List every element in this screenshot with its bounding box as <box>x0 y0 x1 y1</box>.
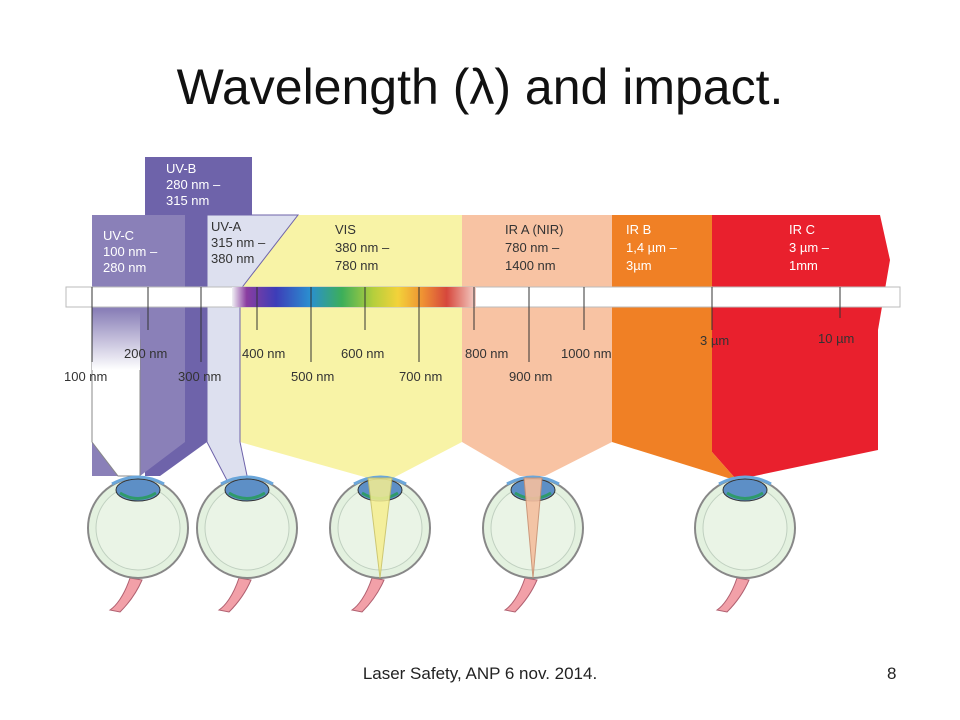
scale-ticks <box>91 287 841 362</box>
tick-label-200nm: 200 nm <box>124 346 167 361</box>
tick-label-10um: 10 µm <box>818 331 854 346</box>
irc-range-end: 1mm <box>789 258 818 273</box>
band-irc <box>712 215 890 478</box>
eye-irb-irc <box>694 475 796 613</box>
uva-range-start: 315 nm – <box>211 235 266 250</box>
eye-visible <box>329 475 431 613</box>
irb-label: IR B <box>626 222 651 237</box>
ira-range-start: 780 nm – <box>505 240 560 255</box>
slide-number: 8 <box>887 664 897 683</box>
scale-bar <box>65 286 901 308</box>
uvc-label: UV-C <box>103 228 134 243</box>
uvc-range-end: 280 nm <box>103 260 146 275</box>
tick-label-800nm: 800 nm <box>465 346 508 361</box>
visible-rainbow <box>232 287 476 307</box>
irb-range-start: 1,4 µm – <box>626 240 678 255</box>
uva-range-end: 380 nm <box>211 251 254 266</box>
uvc-fade <box>92 310 140 370</box>
uvb-range-start: 280 nm – <box>166 177 221 192</box>
tick-label-500nm: 500 nm <box>291 369 334 384</box>
band-ira <box>462 215 612 476</box>
band-irb <box>612 215 735 478</box>
eye-uvb-uva <box>196 475 298 613</box>
tick-label-3um: 3 µm <box>700 333 729 348</box>
uvc-range-start: 100 nm – <box>103 244 158 259</box>
uva-label: UV-A <box>211 219 242 234</box>
tick-label-700nm: 700 nm <box>399 369 442 384</box>
slide-title: Wavelength (λ) and impact. <box>176 59 784 115</box>
band-uva <box>206 214 300 491</box>
irc-range-start: 3 µm – <box>789 240 830 255</box>
eye-ira <box>482 475 584 613</box>
uvb-label: UV-B <box>166 161 196 176</box>
uvb-range-end: 315 nm <box>166 193 209 208</box>
vis-label: VIS <box>335 222 356 237</box>
eye-uvc <box>87 475 189 613</box>
tick-label-600nm: 600 nm <box>341 346 384 361</box>
footer-text: Laser Safety, ANP 6 nov. 2014. <box>362 664 598 683</box>
irb-range-end: 3µm <box>626 258 652 273</box>
vis-range-start: 380 nm – <box>335 240 390 255</box>
irc-label: IR C <box>789 222 815 237</box>
tick-label-1000nm: 1000 nm <box>561 346 612 361</box>
ira-label: IR A (NIR) <box>505 222 564 237</box>
tick-label-400nm: 400 nm <box>242 346 285 361</box>
tick-label-300nm: 300 nm <box>178 369 221 384</box>
tick-label-900nm: 900 nm <box>509 369 552 384</box>
ira-range-end: 1400 nm <box>505 258 556 273</box>
tick-label-100nm: 100 nm <box>64 369 107 384</box>
vis-range-end: 780 nm <box>335 258 378 273</box>
band-vis <box>240 215 462 478</box>
